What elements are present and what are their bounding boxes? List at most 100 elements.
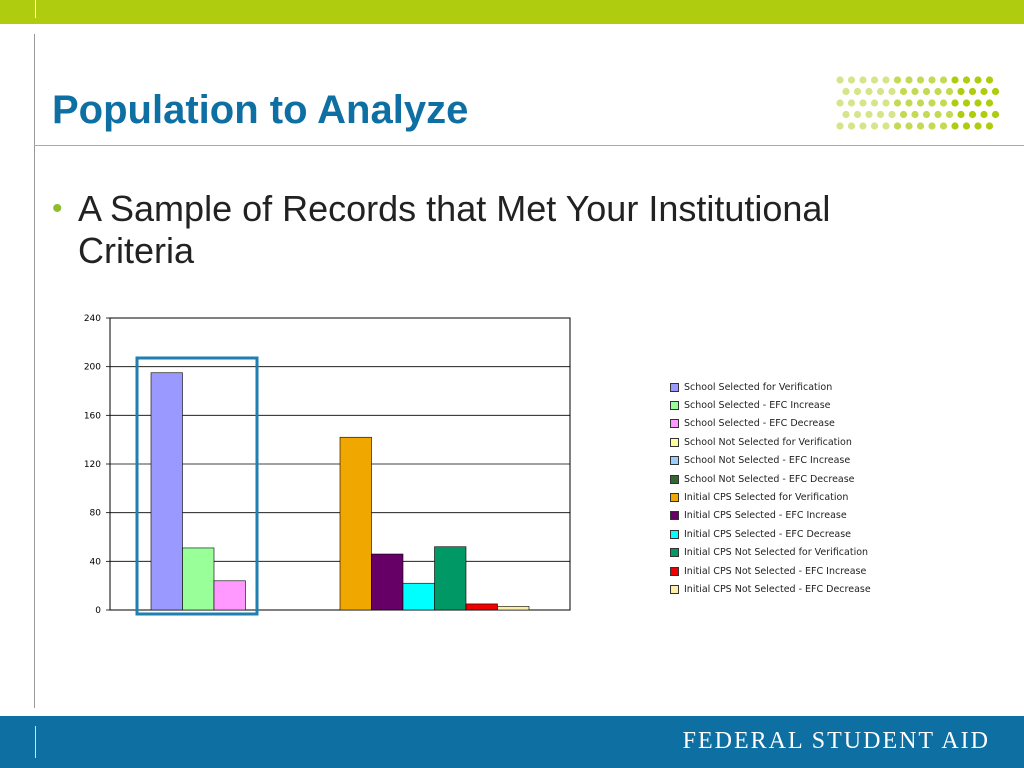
- decorative-dot: [853, 110, 862, 119]
- legend-swatch: [670, 474, 679, 484]
- y-tick-label: 160: [84, 411, 101, 421]
- decorative-dot-pattern: [836, 76, 1000, 130]
- decorative-dot: [888, 110, 896, 119]
- legend-item: Initial CPS Not Selected for Verificatio…: [670, 544, 871, 562]
- decorative-dot: [951, 76, 959, 84]
- decorative-dot: [893, 122, 902, 130]
- bar: [465, 603, 498, 611]
- y-tick-label: 40: [90, 557, 102, 567]
- top-accent-bar: [0, 0, 1024, 24]
- decorative-dot: [899, 87, 908, 96]
- decorative-dot: [951, 99, 959, 107]
- legend-label: School Selected for Verification: [684, 381, 833, 393]
- legend-item: School Not Selected - EFC Increase: [670, 452, 871, 470]
- decorative-dot: [928, 99, 936, 107]
- legend-label: School Selected - EFC Increase: [684, 400, 831, 412]
- legend-label: Initial CPS Selected - EFC Decrease: [684, 528, 852, 540]
- decorative-dot: [836, 122, 844, 130]
- legend-item: School Not Selected - EFC Decrease: [670, 470, 871, 488]
- legend-label: School Not Selected for Verification: [684, 436, 852, 448]
- decorative-dot: [916, 99, 925, 107]
- footer-divider: [35, 726, 36, 758]
- decorative-dot: [934, 87, 942, 96]
- decorative-dot: [968, 87, 977, 96]
- legend-item: Initial CPS Not Selected - EFC Decrease: [670, 580, 871, 598]
- decorative-dot: [859, 122, 867, 130]
- legend-label: Initial CPS Not Selected - EFC Increase: [684, 565, 867, 577]
- legend-item: School Selected for Verification: [670, 378, 871, 396]
- decorative-dot: [870, 122, 879, 130]
- decorative-dot: [991, 87, 1000, 96]
- decorative-dot: [916, 76, 925, 84]
- decorative-dot: [853, 87, 862, 96]
- highlight-box: [135, 356, 259, 616]
- title-underline-rule: [34, 145, 1024, 146]
- top-bar-divider: [35, 0, 36, 18]
- decorative-dot: [934, 110, 942, 119]
- legend-item: Initial CPS Selected - EFC Decrease: [670, 525, 871, 543]
- decorative-dot: [962, 122, 971, 130]
- decorative-dot: [985, 76, 994, 84]
- legend-swatch: [670, 529, 679, 539]
- slide-title: Population to Analyze: [52, 88, 469, 132]
- decorative-dot: [836, 76, 844, 84]
- legend-swatch: [670, 401, 679, 411]
- decorative-dot: [882, 99, 890, 107]
- legend-swatch: [670, 382, 679, 392]
- bar: [150, 372, 183, 611]
- bullet-item: • A Sample of Records that Met Your Inst…: [52, 188, 952, 272]
- footer-bar: FEDERAL STUDENT AID: [0, 716, 1024, 768]
- decorative-dot: [922, 87, 931, 96]
- legend-swatch: [670, 493, 679, 503]
- decorative-dot: [939, 99, 948, 107]
- decorative-dot: [899, 110, 908, 119]
- legend-item: School Selected - EFC Decrease: [670, 415, 871, 433]
- bullet-marker-icon: •: [52, 192, 63, 225]
- decorative-dot: [922, 110, 931, 119]
- decorative-dot: [882, 122, 890, 130]
- bar: [213, 580, 246, 611]
- legend-label: School Selected - EFC Decrease: [684, 418, 835, 430]
- y-tick-label: 240: [84, 314, 101, 324]
- legend-item: School Not Selected for Verification: [670, 433, 871, 451]
- bar: [182, 547, 215, 611]
- decorative-dot: [939, 122, 948, 130]
- decorative-dot: [859, 76, 867, 84]
- decorative-dot: [928, 122, 936, 130]
- chart-legend: School Selected for Verification School S…: [670, 378, 871, 599]
- legend-label: Initial CPS Selected for Verification: [684, 492, 849, 504]
- decorative-dot: [957, 87, 965, 96]
- legend-swatch: [670, 584, 679, 594]
- bar: [497, 606, 530, 611]
- decorative-dot: [985, 99, 994, 107]
- decorative-dot: [939, 76, 948, 84]
- legend-swatch: [670, 419, 679, 429]
- decorative-dot: [870, 99, 879, 107]
- legend-swatch: [670, 511, 679, 521]
- legend-label: Initial CPS Not Selected for Verificatio…: [684, 547, 869, 559]
- decorative-dot: [888, 87, 896, 96]
- decorative-dot: [847, 76, 856, 84]
- legend-swatch: [670, 456, 679, 466]
- decorative-dot: [893, 76, 902, 84]
- bar: [339, 436, 372, 611]
- decorative-dot: [916, 122, 925, 130]
- decorative-dot: [974, 76, 982, 84]
- decorative-dot: [951, 122, 959, 130]
- y-tick-label: 200: [84, 363, 101, 373]
- bar: [371, 553, 404, 611]
- decorative-dot: [865, 110, 873, 119]
- decorative-dot: [876, 87, 885, 96]
- legend-item: School Selected - EFC Increase: [670, 396, 871, 414]
- legend-item: Initial CPS Selected - EFC Increase: [670, 507, 871, 525]
- y-tick-label: 80: [90, 509, 102, 519]
- legend-swatch: [670, 566, 679, 576]
- decorative-dot: [928, 76, 936, 84]
- decorative-dot: [974, 122, 982, 130]
- decorative-dot: [905, 76, 913, 84]
- decorative-dot: [905, 99, 913, 107]
- decorative-dot: [893, 99, 902, 107]
- decorative-dot: [945, 87, 954, 96]
- legend-swatch: [670, 437, 679, 447]
- decorative-dot: [847, 122, 856, 130]
